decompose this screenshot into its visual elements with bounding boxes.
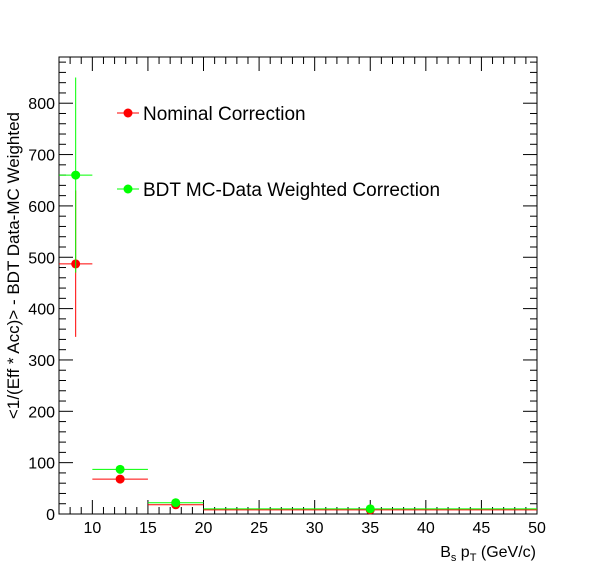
series-nominal-correction xyxy=(59,190,537,515)
x-tick-label: 20 xyxy=(195,520,213,537)
series-layer xyxy=(59,77,537,515)
x-tick-label: 40 xyxy=(417,520,435,537)
legend-entry: BDT MC-Data Weighted Correction xyxy=(117,180,440,201)
data-point xyxy=(171,498,181,508)
x-axis-ticks xyxy=(58,57,538,514)
y-tick-label: 500 xyxy=(28,250,55,267)
legend: Nominal Correction BDT MC-Data Weighted C… xyxy=(117,104,440,201)
x-axis-label: Bs pT (GeV/c) xyxy=(440,544,536,564)
legend-entry: Nominal Correction xyxy=(117,104,306,125)
data-point xyxy=(115,474,125,484)
y-tick-label: 700 xyxy=(28,148,55,165)
y-tick-label: 600 xyxy=(28,199,55,216)
x-tick-label: 25 xyxy=(250,520,268,537)
x-tick-label: 10 xyxy=(83,520,101,537)
y-tick-label: 400 xyxy=(28,302,55,319)
y-tick-label: 800 xyxy=(28,96,55,113)
legend-marker xyxy=(123,108,133,118)
data-point xyxy=(71,170,81,180)
legend-label: BDT MC-Data Weighted Correction xyxy=(143,180,440,201)
x-axis-tick-labels: 10 15 20 25 30 35 40 45 50 xyxy=(83,520,546,537)
legend-marker xyxy=(123,184,133,194)
x-tick-label: 15 xyxy=(139,520,157,537)
x-tick-label: 45 xyxy=(473,520,491,537)
y-tick-label: 100 xyxy=(28,456,55,473)
y-tick-label: 0 xyxy=(46,507,55,524)
legend-label: Nominal Correction xyxy=(143,104,306,125)
data-point xyxy=(115,464,125,474)
plot-frame xyxy=(58,56,538,515)
y-axis-tick-labels: 0 100 200 300 400 500 600 700 800 xyxy=(28,96,55,524)
y-tick-label: 200 xyxy=(28,404,55,421)
series-bdt-weighted-correction xyxy=(59,77,537,514)
x-tick-label: 50 xyxy=(528,520,546,537)
y-tick-label: 300 xyxy=(28,353,55,370)
x-tick-label: 35 xyxy=(361,520,379,537)
y-axis-ticks xyxy=(59,61,537,515)
data-point xyxy=(365,504,375,514)
y-axis-label: <1/(Eff * Acc)> - BDT Data-MC Weighted xyxy=(4,112,23,419)
x-tick-label: 30 xyxy=(306,520,324,537)
